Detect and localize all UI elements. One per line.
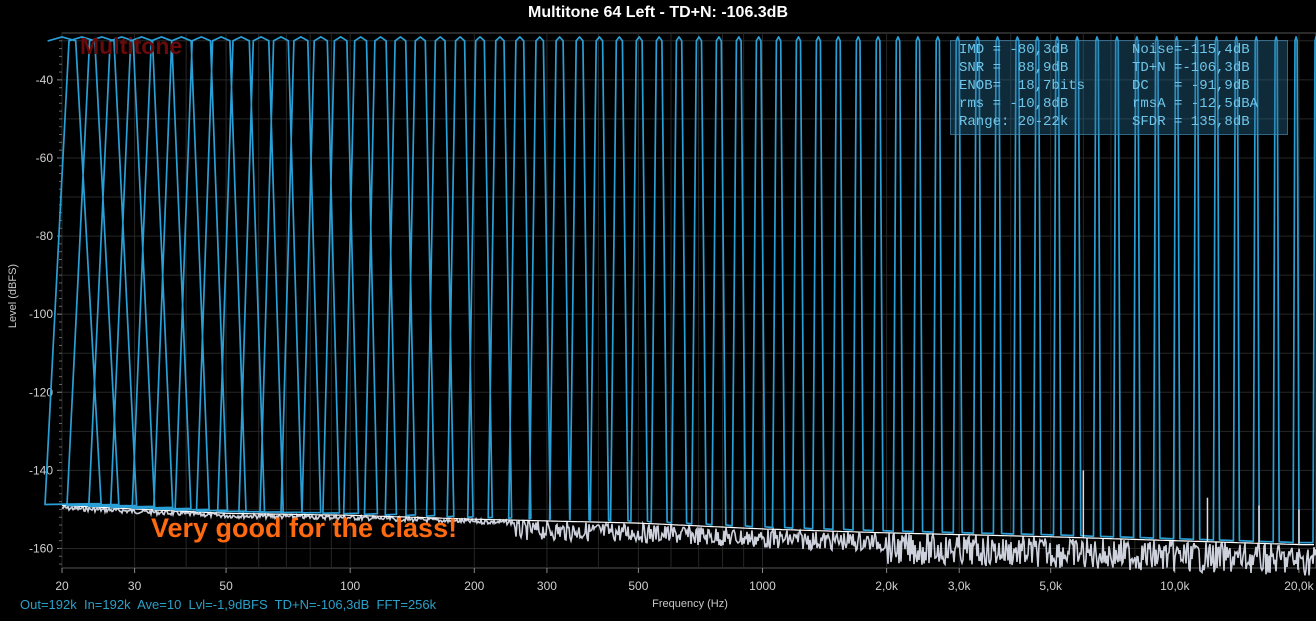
stat-enob: ENOB= 18,7bits bbox=[959, 78, 1086, 94]
stat-tdn: TD+N =-106,3dB bbox=[1132, 60, 1250, 76]
x-axis-label: Frequency (Hz) bbox=[652, 598, 728, 610]
series bbox=[44, 36, 1316, 576]
x-tick-label: 30 bbox=[128, 579, 142, 593]
x-tick-label: 3,0k bbox=[948, 579, 972, 593]
chart-title: Multitone 64 Left - TD+N: -106.3dB bbox=[527, 4, 789, 21]
y-tick-label: -40 bbox=[36, 73, 54, 87]
stat-range: Range: 20-22k bbox=[959, 114, 1069, 130]
annotation-text: Very good for the class! bbox=[151, 513, 458, 543]
y-axis-label: Level (dBFS) bbox=[7, 263, 19, 329]
status-bar: Out=192k In=192k Ave=10 Lvl=-1,9dBFS TD+… bbox=[20, 597, 437, 612]
x-tick-label: 5,0k bbox=[1039, 579, 1063, 593]
y-tick-label: -100 bbox=[29, 307, 53, 321]
y-tick-label: -160 bbox=[29, 541, 53, 555]
x-tick-label: 300 bbox=[537, 579, 557, 593]
stat-dc: DC = -91,9dB bbox=[1132, 78, 1250, 94]
x-tick-label: 1000 bbox=[749, 579, 776, 593]
axes: -40 -60 -80 -100 -120 -140 -160 20 30 50 100 200 300… bbox=[29, 40, 1315, 593]
spectrum-line bbox=[44, 36, 1316, 545]
y-tick-label: -80 bbox=[36, 229, 54, 243]
y-tick-label: -140 bbox=[29, 463, 53, 477]
stat-rmsa: rmsA = -12,5dBA bbox=[1132, 96, 1259, 112]
stat-sfdr: SFDR = 135,8dB bbox=[1132, 114, 1250, 130]
x-tick-label: 200 bbox=[464, 579, 484, 593]
x-tick-label: 100 bbox=[340, 579, 360, 593]
stat-rms: rms = -10,8dB bbox=[959, 96, 1069, 112]
stat-snr: SNR = 88,9dB bbox=[959, 60, 1069, 76]
x-tick-label: 500 bbox=[628, 579, 648, 593]
y-tick-label: -60 bbox=[36, 151, 54, 165]
stat-imd: IMD = -80,3dB bbox=[959, 42, 1069, 58]
watermark-text: Multitone bbox=[80, 33, 183, 59]
stat-noise: Noise=-115,4dB bbox=[1132, 42, 1250, 58]
distortion-line bbox=[61, 504, 1314, 546]
y-tick-label: -120 bbox=[29, 385, 53, 399]
x-tick-label: 10,0k bbox=[1160, 579, 1190, 593]
stats-panel: IMD = -80,3dB Noise=-115,4dB SNR = 88,9d… bbox=[950, 40, 1288, 135]
x-tick-label: 50 bbox=[219, 579, 233, 593]
x-tick-label: 20,0k bbox=[1284, 579, 1314, 593]
x-tick-label: 20 bbox=[55, 579, 69, 593]
x-tick-label: 2,0k bbox=[875, 579, 899, 593]
